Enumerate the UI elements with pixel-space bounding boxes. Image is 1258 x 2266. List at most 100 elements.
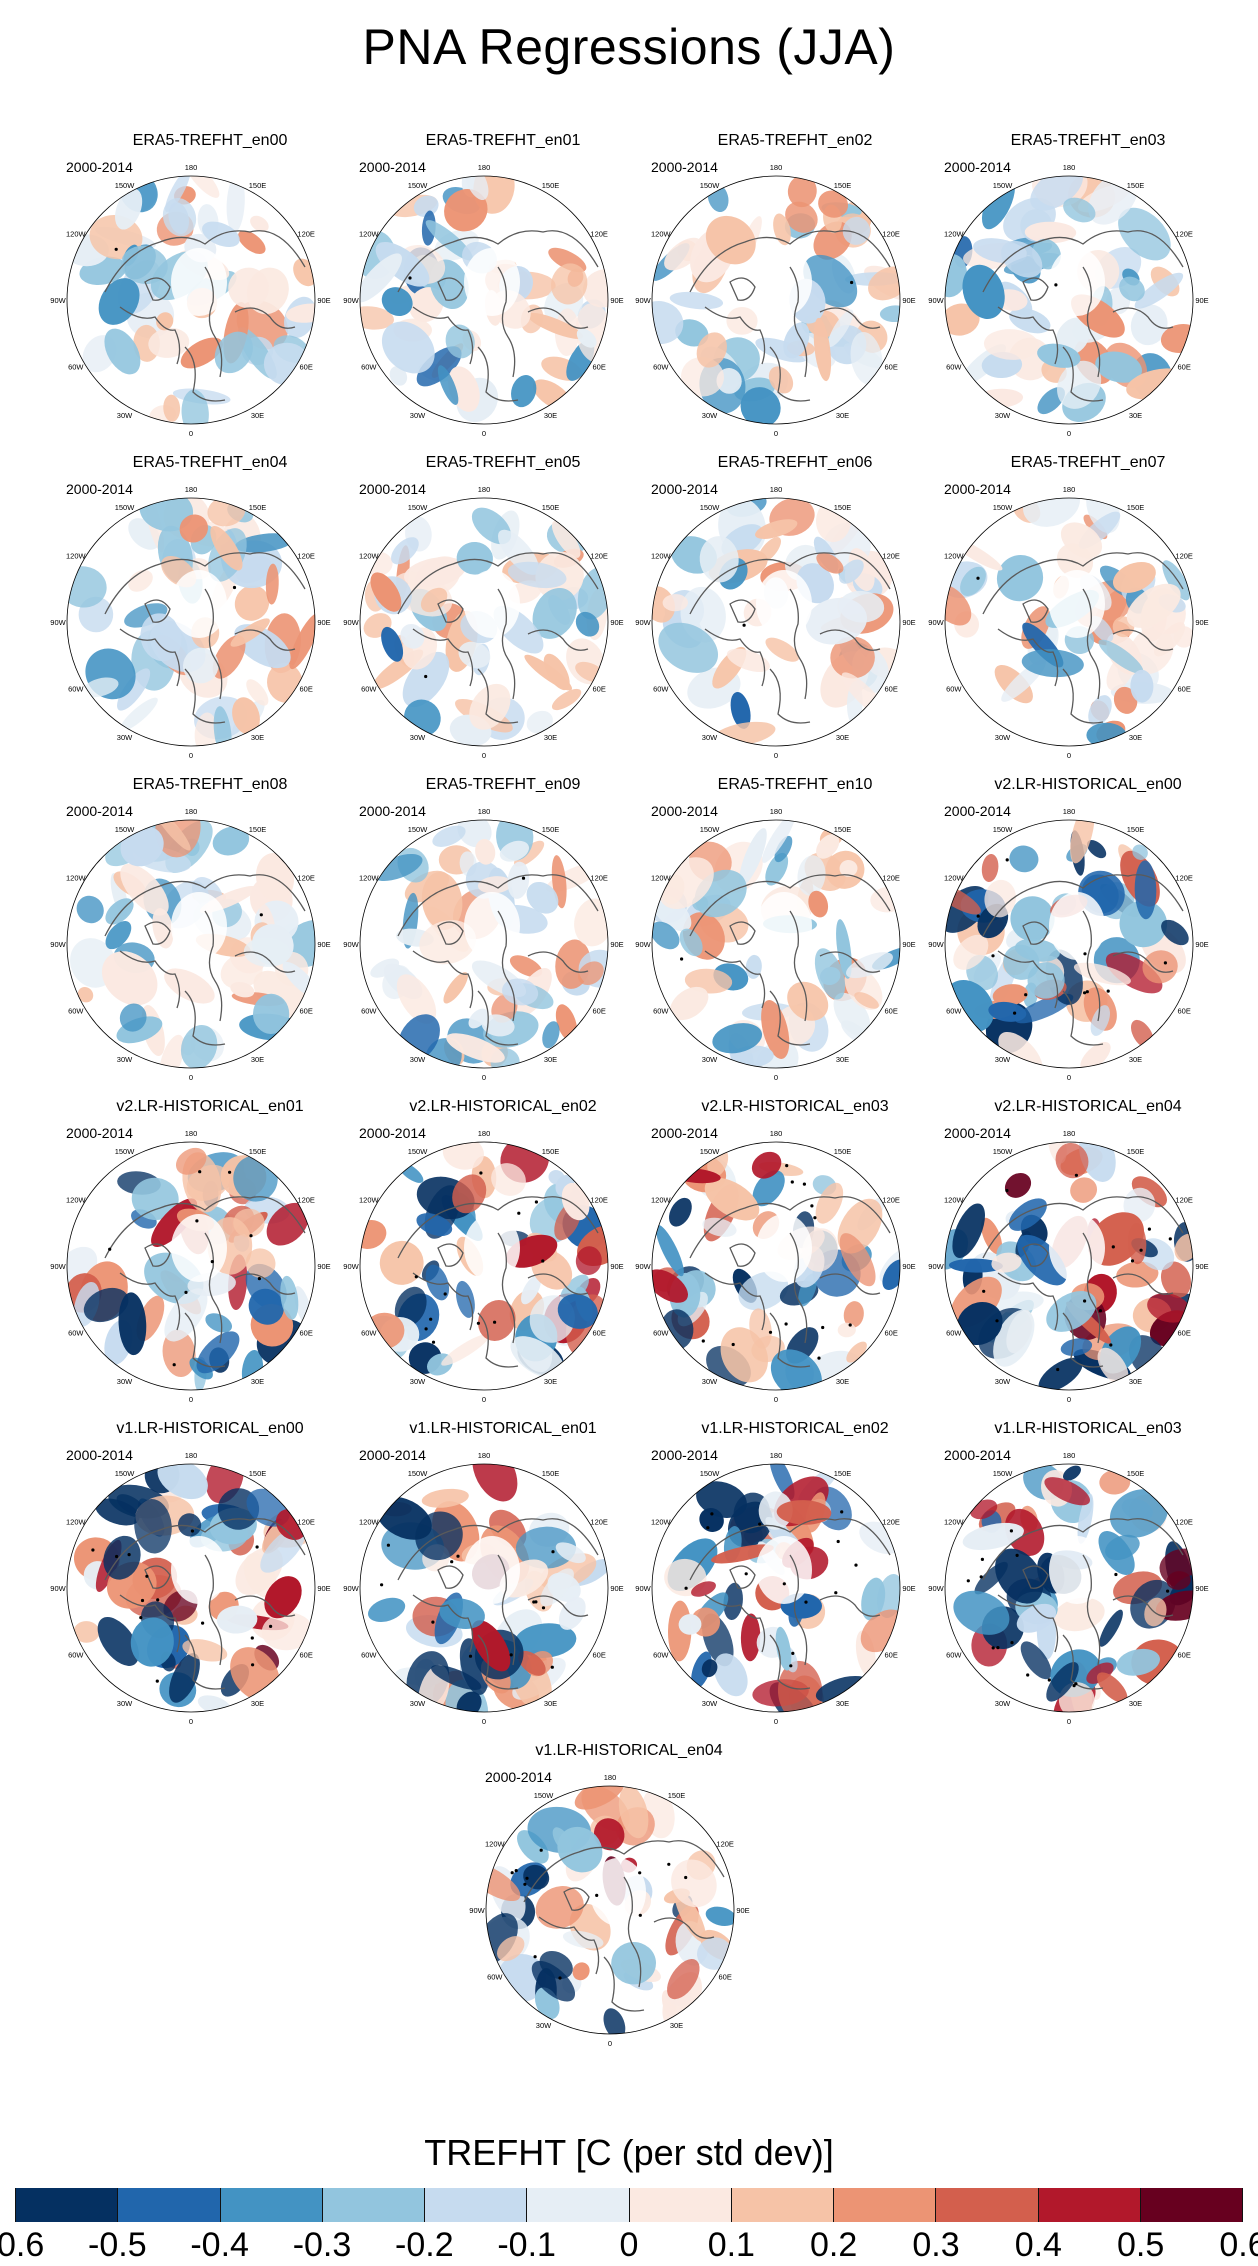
longitude-label: 150E xyxy=(1127,1469,1145,1478)
panel-period: 2000-2014 xyxy=(944,803,1011,819)
coastline xyxy=(527,629,589,651)
regression-cell xyxy=(671,1859,717,1908)
coastline xyxy=(397,230,599,293)
regression-cell xyxy=(532,587,577,639)
regression-cell xyxy=(814,948,846,1000)
longitude-label: 180 xyxy=(1063,807,1076,816)
coastline xyxy=(184,1634,226,1690)
longitude-label: 90W xyxy=(928,618,944,627)
regression-cell xyxy=(669,986,709,1021)
regression-cell xyxy=(562,1930,604,1949)
map-panel: ERA5-TREFHT_en03 2000-2014 180 150E 120E 90E 6… xyxy=(928,132,1233,442)
map-boundary xyxy=(66,819,316,1069)
longitude-label: 120E xyxy=(882,552,900,561)
regression-cell xyxy=(439,1598,485,1629)
panel-title: v2.LR-HISTORICAL_en04 xyxy=(994,1098,1182,1115)
significance-dot xyxy=(155,1679,159,1683)
longitude-label: 90W xyxy=(50,940,66,949)
regression-cell xyxy=(521,1275,541,1305)
significance-dot xyxy=(854,1563,858,1567)
significance-dot xyxy=(114,247,118,251)
map-panel: ERA5-TREFHT_en04 2000-2014 180 150E 120E 90E 6… xyxy=(50,454,355,764)
longitude-label: 180 xyxy=(185,1451,198,1460)
longitude-label: 30W xyxy=(117,1377,133,1386)
longitude-label: 60E xyxy=(1178,363,1191,372)
longitude-label: 120E xyxy=(590,874,608,883)
panel-period: 2000-2014 xyxy=(651,803,718,819)
significance-dot xyxy=(1147,1227,1151,1231)
map-boundary xyxy=(651,497,901,747)
coastline xyxy=(563,1887,590,1911)
longitude-label: 150E xyxy=(249,825,267,834)
polar-map: 180 150E 120E 90E 60E 30E 0 30W 60W 90W 120W 150W xyxy=(343,485,623,760)
coastline xyxy=(527,1595,589,1617)
longitude-label: 150E xyxy=(542,503,560,512)
regression-cell xyxy=(1127,1223,1147,1265)
regression-cell xyxy=(1079,1142,1116,1182)
map-boundary xyxy=(359,497,609,747)
regression-cell xyxy=(245,1248,276,1279)
longitude-label: 150E xyxy=(542,825,560,834)
regression-cell xyxy=(402,651,450,708)
coastline xyxy=(412,950,474,1009)
panel-title: v2.LR-HISTORICAL_en02 xyxy=(409,1098,597,1115)
regression-cell xyxy=(104,328,141,375)
regression-cell xyxy=(130,1617,174,1667)
significance-dot xyxy=(1130,1259,1135,1263)
coastline xyxy=(769,1634,811,1690)
longitude-label: 150E xyxy=(542,181,560,190)
longitude-label: 60W xyxy=(946,363,962,372)
longitude-label: 30W xyxy=(702,1699,718,1708)
coastline xyxy=(1062,1634,1104,1690)
regression-cell xyxy=(103,1535,141,1580)
significance-dot xyxy=(976,914,980,918)
regression-cell xyxy=(134,1499,172,1554)
regression-cell xyxy=(389,366,408,386)
regression-cell xyxy=(526,881,559,914)
regression-cell xyxy=(131,1177,179,1221)
regression-cell xyxy=(1001,240,1043,278)
significance-dot xyxy=(172,1363,176,1367)
regression-cell xyxy=(514,840,545,867)
regression-cell xyxy=(730,691,751,729)
regression-cell xyxy=(210,525,243,571)
longitude-label: 0 xyxy=(774,429,778,438)
regression-cell xyxy=(1016,1603,1057,1633)
coastline xyxy=(144,599,171,623)
panel-title: v1.LR-HISTORICAL_en02 xyxy=(701,1420,889,1437)
regression-cell xyxy=(774,835,793,863)
map-boundary xyxy=(651,819,901,1069)
regression-cell xyxy=(159,1034,185,1068)
polar-map: 180 150E 120E 90E 60E 30E 0 30W 60W 90W 120W 150W xyxy=(50,485,330,760)
polar-map: 180 150E 120E 90E 60E 30E 0 30W 60W 90W 120W 150W xyxy=(50,163,330,438)
coastline xyxy=(204,588,223,700)
coastline xyxy=(1062,346,1104,402)
significance-dot xyxy=(979,1575,983,1579)
longitude-label: 150W xyxy=(700,1147,721,1156)
longitude-label: 120W xyxy=(66,230,87,239)
regression-cell xyxy=(808,890,829,918)
regression-cell xyxy=(1070,820,1095,864)
longitude-label: 120W xyxy=(485,1840,506,1849)
polar-map: 180 150E 120E 90E 60E 30E 0 30W 60W 90W 120W 150W xyxy=(928,485,1208,760)
coastline xyxy=(789,910,808,1022)
coastline xyxy=(1112,1595,1174,1617)
regression-cell xyxy=(1088,695,1112,727)
regression-cell xyxy=(370,958,400,978)
longitude-label: 90E xyxy=(902,1584,915,1593)
regression-cell xyxy=(375,241,430,287)
longitude-label: 30W xyxy=(995,1377,1011,1386)
significance-dot xyxy=(551,1550,555,1554)
map-panel: v1.LR-HISTORICAL_en04 2000-2014 180 150E 120… xyxy=(469,1742,774,2052)
regression-cell xyxy=(444,189,488,232)
coastline xyxy=(1022,921,1049,945)
regression-cell xyxy=(400,623,425,649)
longitude-label: 120E xyxy=(1175,1196,1193,1205)
regression-cell xyxy=(572,1962,590,1981)
longitude-label: 60W xyxy=(653,1651,669,1660)
regression-cell xyxy=(1037,343,1081,368)
regression-cell xyxy=(1060,1338,1093,1356)
coastline xyxy=(729,1243,756,1267)
significance-dot xyxy=(431,1620,435,1624)
panel-period: 2000-2014 xyxy=(66,803,133,819)
